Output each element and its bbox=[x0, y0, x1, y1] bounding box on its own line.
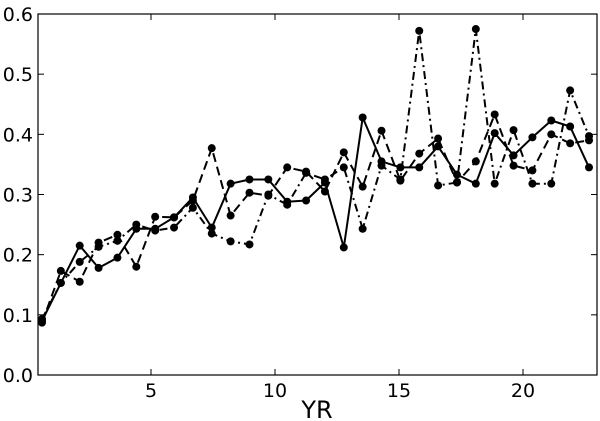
data-point-dashed bbox=[283, 163, 292, 172]
data-point-dashed bbox=[132, 262, 141, 271]
data-point-dashdot bbox=[566, 86, 575, 95]
y-tick-label: 0.6 bbox=[3, 4, 33, 26]
data-point-dashed bbox=[528, 166, 537, 175]
data-point-dashdot bbox=[320, 175, 329, 184]
data-point-solid bbox=[113, 253, 122, 262]
data-point-dashdot bbox=[207, 229, 216, 238]
data-point-dashed bbox=[490, 110, 499, 119]
data-point-dashdot bbox=[528, 179, 537, 188]
series-layer bbox=[38, 25, 593, 327]
series-line-solid bbox=[41, 116, 590, 322]
data-point-dashdot bbox=[490, 179, 499, 188]
data-point-solid bbox=[490, 129, 499, 138]
data-point-dashed bbox=[56, 266, 65, 275]
data-point-dashdot bbox=[358, 224, 367, 233]
data-point-solid bbox=[264, 175, 273, 184]
data-point-dashed bbox=[415, 149, 424, 158]
data-point-dashdot bbox=[38, 315, 46, 324]
data-point-dashdot bbox=[75, 257, 84, 266]
y-tick-label: 0.5 bbox=[3, 64, 33, 86]
data-point-dashdot bbox=[547, 179, 556, 188]
data-point-dashdot bbox=[377, 161, 386, 170]
data-point-dashdot bbox=[509, 126, 518, 135]
x-tick-label: 10 bbox=[263, 380, 287, 402]
data-point-solid bbox=[302, 196, 311, 205]
y-tick-label: 0.0 bbox=[3, 365, 33, 387]
data-point-solid bbox=[245, 175, 254, 184]
data-point-dashdot bbox=[56, 278, 65, 287]
data-point-dashed bbox=[226, 211, 235, 220]
data-point-dashdot bbox=[283, 200, 292, 209]
ticks-layer: 0.0 0.1 0.2 0.3 0.4 0.5 0.6 5 10 15 20 bbox=[3, 4, 597, 402]
data-point-dashdot bbox=[245, 240, 254, 249]
data-point-dashed bbox=[75, 277, 84, 286]
y-tick-label: 0.4 bbox=[3, 124, 33, 146]
data-point-dashed bbox=[434, 134, 443, 143]
data-point-dashed bbox=[509, 161, 518, 170]
data-point-dashdot bbox=[396, 175, 405, 184]
series-line-dashdot bbox=[41, 28, 590, 320]
data-point-solid bbox=[547, 116, 556, 125]
data-point-dashed bbox=[547, 130, 556, 139]
data-point-solid bbox=[471, 179, 480, 188]
data-point-dashed bbox=[207, 144, 216, 153]
data-point-dashdot bbox=[415, 26, 424, 35]
data-point-dashed bbox=[358, 182, 367, 191]
data-point-dashdot bbox=[226, 237, 235, 246]
plot-frame bbox=[37, 13, 598, 376]
data-point-dashed bbox=[339, 148, 348, 157]
data-point-dashdot bbox=[151, 226, 160, 235]
data-point-dashdot bbox=[94, 242, 103, 251]
x-tick-label: 5 bbox=[145, 380, 157, 402]
data-point-dashed bbox=[566, 139, 575, 148]
data-point-solid bbox=[226, 179, 235, 188]
data-point-dashdot bbox=[188, 203, 197, 212]
data-point-dashed bbox=[188, 196, 197, 205]
data-point-dashed bbox=[245, 188, 254, 197]
data-point-solid bbox=[415, 163, 424, 172]
data-point-dashed bbox=[113, 230, 122, 239]
data-point-dashed bbox=[320, 187, 329, 196]
data-point-solid bbox=[528, 133, 537, 142]
data-point-dashed bbox=[151, 212, 160, 221]
data-point-solid bbox=[566, 122, 575, 131]
data-point-dashdot bbox=[434, 181, 443, 190]
x-tick-label: 20 bbox=[511, 380, 535, 402]
data-point-solid bbox=[585, 163, 593, 172]
y-tick-label: 0.1 bbox=[3, 305, 33, 327]
data-point-dashdot bbox=[170, 223, 179, 232]
data-point-solid bbox=[207, 223, 216, 232]
data-point-dashdot bbox=[113, 236, 122, 245]
data-point-dashdot bbox=[585, 132, 593, 141]
series-line-dashed bbox=[41, 113, 590, 324]
data-point-dashed bbox=[471, 157, 480, 166]
data-point-dashdot bbox=[132, 220, 141, 229]
data-point-solid bbox=[358, 113, 367, 122]
x-axis-label: YR bbox=[300, 396, 332, 421]
data-point-dashdot bbox=[471, 25, 480, 34]
x-tick-label: 15 bbox=[387, 380, 411, 402]
data-point-solid bbox=[339, 243, 348, 252]
y-tick-label: 0.2 bbox=[3, 245, 33, 267]
data-point-dashed bbox=[170, 213, 179, 222]
data-point-dashdot bbox=[302, 168, 311, 177]
data-point-dashdot bbox=[264, 190, 273, 199]
data-point-dashed bbox=[377, 126, 386, 135]
data-point-dashdot bbox=[339, 163, 348, 172]
data-point-solid bbox=[94, 263, 103, 272]
data-point-solid bbox=[75, 241, 84, 250]
data-point-dashdot bbox=[452, 178, 461, 187]
y-tick-label: 0.3 bbox=[3, 185, 33, 207]
